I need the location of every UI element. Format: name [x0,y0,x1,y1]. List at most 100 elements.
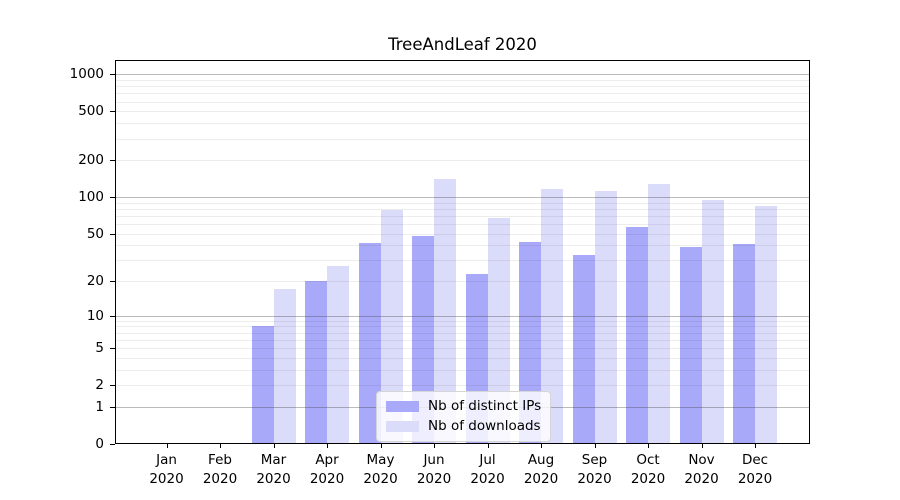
y-tick [110,281,115,283]
y-tick [110,111,115,113]
y-tick-label: 1 [95,398,104,415]
gridline-minor [116,208,809,210]
bar-downloads [648,184,670,443]
x-tick [380,444,382,448]
bar-downloads [327,265,349,443]
gridline-minor [116,245,809,247]
x-tick-label: Jan 2020 [149,452,184,487]
y-tick-label: 0 [95,436,104,452]
gridline-minor [116,215,809,217]
x-tick [648,444,649,448]
legend-swatch-distinct-ips [386,401,419,412]
y-tick-label: 5 [95,340,104,357]
y-tick-label: 500 [78,103,104,120]
bar-downloads [755,205,777,443]
bar-distinct-ips [358,242,381,443]
x-tick-label: Aug 2020 [523,452,559,487]
x-tick [594,444,596,448]
y-tick-label: 100 [78,189,104,206]
y-tick [110,385,115,387]
gridline-minor [116,348,809,350]
y-tick-label: 10 [86,307,104,324]
y-tick [110,160,115,162]
y-tick [110,315,115,317]
legend-swatch-downloads [386,421,419,432]
y-tick-label: 50 [86,225,104,242]
x-tick-label: Apr 2020 [309,452,345,487]
x-tick-label: May 2020 [363,452,398,487]
y-tick [110,348,115,350]
y-tick-label: 20 [86,273,104,290]
gridline-major [116,197,809,199]
bar-distinct-ips [679,246,702,443]
bar-downloads [541,188,563,443]
x-tick [220,444,221,448]
x-tick-label: Dec 2020 [737,452,773,487]
gridline-minor [116,138,809,140]
y-tick-label: 2 [95,377,104,394]
gridline-minor [116,93,809,95]
gridline-major [116,315,809,317]
gridline-minor [116,332,809,334]
x-tick [434,444,435,448]
legend-entry-distinct-ips: Nb of distinct IPs [386,398,541,415]
x-tick [273,444,275,448]
gridline-minor [116,260,809,262]
y-tick [110,233,115,235]
gridline-major [116,74,809,76]
x-tick [487,444,489,448]
x-tick [166,444,168,448]
gridline-minor [116,101,809,103]
x-tick [701,444,703,448]
gridline-minor [116,224,809,225]
x-tick-label: Feb 2020 [202,452,238,487]
chart-title: TreeAndLeaf 2020 [388,35,537,54]
bar-distinct-ips [733,244,755,443]
bar-distinct-ips [305,281,327,443]
bar-downloads [487,218,510,443]
legend-entry-downloads: Nb of downloads [386,418,541,435]
y-tick [110,197,115,199]
legend: Nb of distinct IPs Nb of downloads [376,391,552,442]
gridline-minor [116,160,809,162]
gridline-minor [116,320,809,322]
bar-distinct-ips [251,326,274,443]
bar-downloads [594,191,617,443]
gridline-minor [116,385,809,387]
bar-distinct-ips [572,255,595,443]
gridline-minor [116,339,809,341]
plot-area [115,60,810,444]
y-tick [110,406,115,408]
gridline-minor [116,202,809,204]
x-tick-label: Sep 2020 [577,452,612,487]
x-tick-label: Jul 2020 [470,452,505,487]
bar-downloads [434,179,456,443]
x-tick [755,444,756,448]
bar-downloads [701,199,724,443]
gridline-minor [116,86,809,88]
x-tick [327,444,328,448]
gridline-minor [116,123,809,125]
y-tick-label: 1000 [69,66,104,83]
gridline-minor [116,357,809,359]
y-tick [110,444,115,445]
bar-downloads [273,289,296,443]
x-tick-label: Nov 2020 [684,452,719,487]
bar-downloads [380,210,403,443]
legend-label-distinct-ips: Nb of distinct IPs [428,398,542,414]
x-tick-label: Oct 2020 [630,452,666,487]
gridline-minor [116,326,809,328]
gridline-minor [116,369,809,371]
gridline-minor [116,111,809,113]
x-tick-label: Mar 2020 [256,452,291,487]
y-tick [110,74,115,76]
gridline-minor [116,233,809,235]
bar-distinct-ips [626,226,648,443]
y-tick-label: 200 [78,152,104,169]
x-tick-label: Jun 2020 [416,452,452,487]
x-tick [541,444,542,448]
legend-label-downloads: Nb of downloads [428,418,541,434]
gridline-minor [116,281,809,283]
gridline-minor [116,80,809,81]
